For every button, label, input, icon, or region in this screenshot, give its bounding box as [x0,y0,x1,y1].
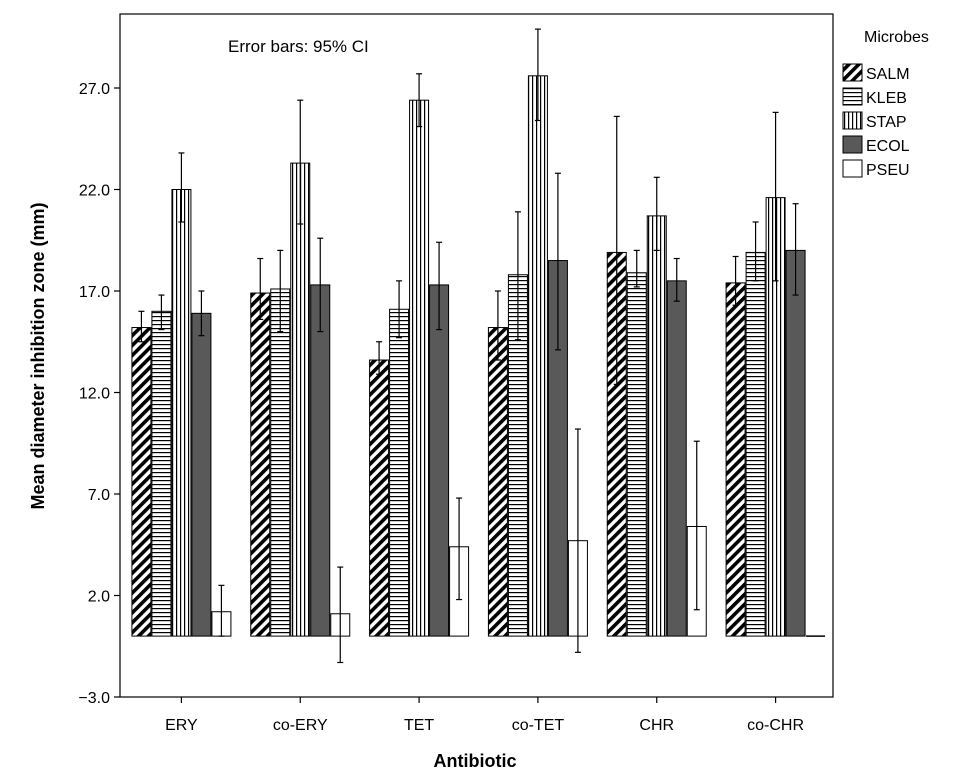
bar-salm [250,292,271,637]
y-tick-label: 7.0 [88,487,110,504]
bar-ecol [785,249,806,637]
legend-swatch-stap [842,111,863,130]
bar-ecol [666,280,687,637]
plot-frame [119,13,834,698]
y-axis: −3.0 2.0 7.0 12.0 17.0 22.0 27.0 [78,81,120,707]
bar-salm [131,327,152,637]
bar-kleb [270,288,291,637]
bar-ecol [191,312,212,637]
x-axis-title: Antibiotic [434,751,517,771]
bar-salm [725,282,746,637]
bar-stap [527,75,548,637]
bar-salm [369,359,390,637]
bar-stap [409,99,430,637]
legend-label-ecol: ECOL [866,138,910,155]
bar-salm [487,327,508,637]
legend-label-pseu: PSEU [866,162,910,179]
y-tick-label: −3.0 [78,690,110,707]
x-tick-label: TET [404,717,434,734]
bar-stap [646,215,667,637]
bar-kleb [151,310,172,637]
x-tick-label: co-CHR [747,717,804,734]
bar-ecol [429,284,450,637]
y-tick-label: 22.0 [79,183,110,200]
bar-kleb [626,272,647,637]
y-tick-label: 17.0 [79,284,110,301]
legend-swatch-ecol [842,135,863,154]
y-tick-label: 2.0 [88,589,110,606]
error-bar-annotation: Error bars: 95% CI [228,37,369,56]
y-tick-label: 27.0 [79,81,110,98]
legend: Microbes SALM KLEB STAP ECOL PSEU [842,29,929,179]
y-axis-title: Mean diameter inhibition zone (mm) [28,202,48,509]
bars [131,75,826,637]
x-tick-label: co-ERY [273,717,328,734]
legend-title: Microbes [864,29,929,46]
bar-kleb [745,251,766,637]
bar-kleb [389,308,410,637]
legend-swatch-kleb [842,87,863,106]
bar-stap [171,189,192,637]
legend-label-stap: STAP [866,114,907,131]
x-axis: ERY co-ERY TET co-TET CHR co-CHR [165,697,804,734]
bar-stap [290,162,311,637]
error-bars [138,28,799,664]
legend-swatch-salm [842,63,863,82]
legend-swatch-pseu [842,159,863,178]
legend-label-kleb: KLEB [866,90,907,107]
x-tick-label: ERY [165,717,198,734]
x-tick-label: co-TET [512,717,565,734]
bar-ecol [310,284,331,637]
y-tick-label: 12.0 [79,386,110,403]
x-tick-label: CHR [639,717,674,734]
legend-label-salm: SALM [866,66,910,83]
